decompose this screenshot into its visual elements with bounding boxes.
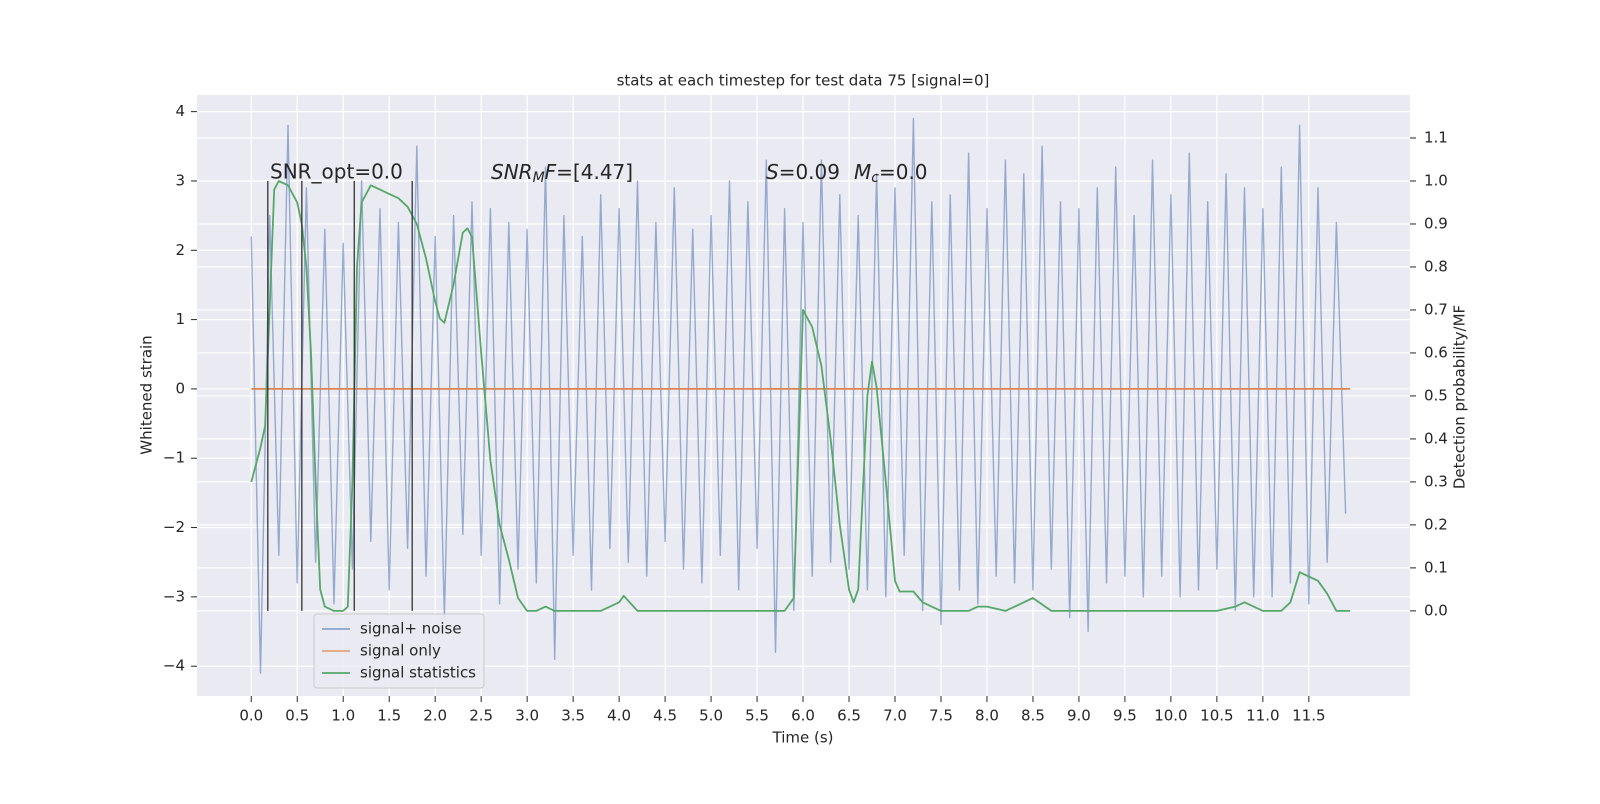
x-tick-label: 3.5 (561, 707, 585, 725)
y2-tick-label: 0.1 (1424, 558, 1448, 576)
x-tick-label: 4.0 (607, 707, 631, 725)
y-tick-label: 1 (175, 310, 185, 328)
annotation-part: F (545, 160, 557, 184)
x-tick-label: 10.0 (1154, 707, 1187, 725)
legend-box (313, 613, 485, 689)
annotation: S=0.09 Mc=0.0 (766, 160, 928, 187)
y2-tick-label: 0.4 (1424, 429, 1448, 447)
y2-tick-label: 0.6 (1424, 343, 1448, 361)
x-tick-label: 11.0 (1246, 707, 1279, 725)
annotation-part: =[4.47] (556, 160, 633, 184)
x-tick-label: 0.5 (285, 707, 309, 725)
y2-tick-label: 0.9 (1424, 214, 1448, 232)
y-tick-label: −1 (163, 449, 185, 467)
y2-tick-label: 0.2 (1424, 515, 1448, 533)
x-axis-label: Time (s) (772, 729, 834, 747)
x-tick-label: 10.5 (1200, 707, 1233, 725)
y2-tick-label: 0.3 (1424, 472, 1448, 490)
y2-tick-label: 0.0 (1424, 601, 1448, 619)
y2-tick-label: 0.5 (1424, 386, 1448, 404)
chart-title: stats at each timestep for test data 75 … (617, 72, 990, 90)
annotation-part: =0.0 (879, 160, 928, 184)
annotation-part: SNR (491, 160, 533, 184)
x-tick-label: 1.5 (377, 707, 401, 725)
x-tick-label: 5.5 (745, 707, 769, 725)
x-tick-label: 6.5 (837, 707, 861, 725)
annotation-part: M (533, 170, 545, 186)
y-tick-label: −2 (163, 518, 185, 536)
x-tick-label: 9.0 (1067, 707, 1091, 725)
x-tick-label: 8.0 (975, 707, 999, 725)
x-tick-label: 6.0 (791, 707, 815, 725)
x-tick-label: 3.0 (515, 707, 539, 725)
x-tick-label: 4.5 (653, 707, 677, 725)
x-tick-label: 2.5 (469, 707, 493, 725)
y2-tick-label: 0.8 (1424, 257, 1448, 275)
x-tick-label: 9.5 (1113, 707, 1137, 725)
annotation-part: =0.09 (779, 160, 840, 184)
y2-tick-label: 0.7 (1424, 300, 1448, 318)
legend-label: signal only (360, 642, 441, 660)
x-tick-label: 8.5 (1021, 707, 1045, 725)
x-tick-label: 7.0 (883, 707, 907, 725)
legend-label: signal statistics (360, 664, 476, 682)
y-axis-label: Whitened strain (138, 335, 156, 454)
series-line (250, 180, 1351, 612)
y-tick-label: −3 (163, 587, 185, 605)
y2-tick-label: 1.0 (1424, 171, 1448, 189)
x-tick-label: 0.0 (239, 707, 263, 725)
y-tick-label: 4 (175, 102, 185, 120)
x-tick-label: 5.0 (699, 707, 723, 725)
y2-axis-label: Detection probability/MF (1451, 305, 1469, 489)
y-tick-label: 0 (175, 379, 185, 397)
x-tick-label: 1.0 (331, 707, 355, 725)
y-tick-label: −4 (163, 657, 185, 675)
x-tick-label: 11.5 (1292, 707, 1325, 725)
y2-tick-label: 1.1 (1424, 128, 1448, 146)
legend-label: signal+ noise (360, 620, 462, 638)
y-tick-label: 2 (175, 241, 185, 259)
y-tick-label: 3 (175, 171, 185, 189)
annotation: SNR_opt=0.0 (270, 160, 403, 184)
annotation: SNRMF=[4.47] (491, 160, 633, 187)
annotation-part: S (766, 160, 779, 184)
x-tick-label: 7.5 (929, 707, 953, 725)
x-tick-label: 2.0 (423, 707, 447, 725)
annotation-part: c (871, 170, 879, 186)
annotation-part: M (854, 160, 871, 184)
